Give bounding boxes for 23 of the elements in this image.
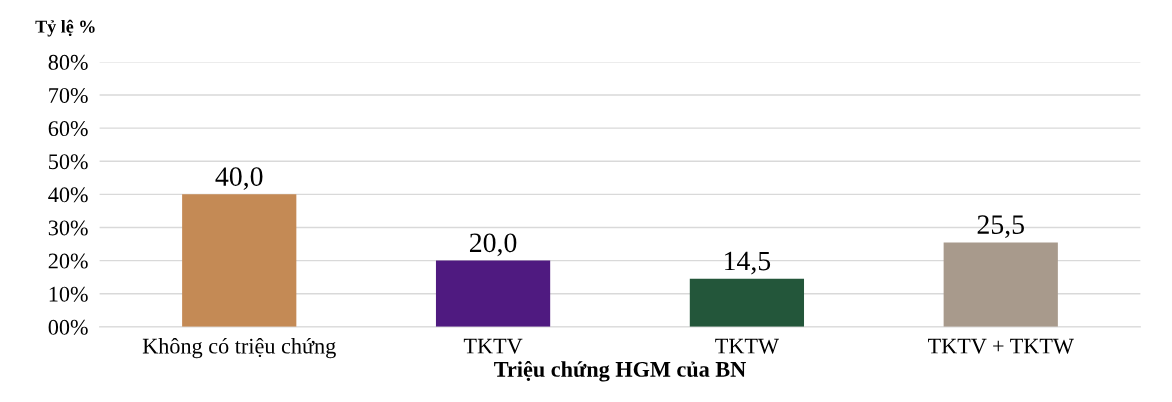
y-tick-label: 30% [48,220,88,236]
bar [943,242,1058,327]
bar [182,194,297,327]
x-tick-label: TKTW [715,338,779,354]
y-tick-label: 10% [49,286,88,302]
y-tick-label: 00% [48,319,88,335]
data-label: 20,0 [469,233,517,257]
y-tick-label: 60% [48,121,88,137]
bar [689,278,805,327]
data-label: 40,0 [215,167,263,190]
bar [435,260,551,327]
x-tick-label: TKTV + TKTW [928,338,1074,354]
y-tick-label: 70% [49,87,88,104]
y-tick-label: 80% [48,54,88,70]
data-label: 25,5 [977,215,1024,238]
x-axis-title: Triệu chứng HGM của BN [494,360,746,382]
x-tick-label: TKTV [463,338,523,354]
data-label: 14,5 [725,251,771,275]
y-tick-label: 50% [49,154,88,170]
x-tick-label: Không có triệu chứng [142,337,336,359]
y-tick-label: 20% [48,253,88,269]
y-axis-title: Tỷ lệ % [35,19,95,37]
y-tick-label: 40% [48,187,88,203]
